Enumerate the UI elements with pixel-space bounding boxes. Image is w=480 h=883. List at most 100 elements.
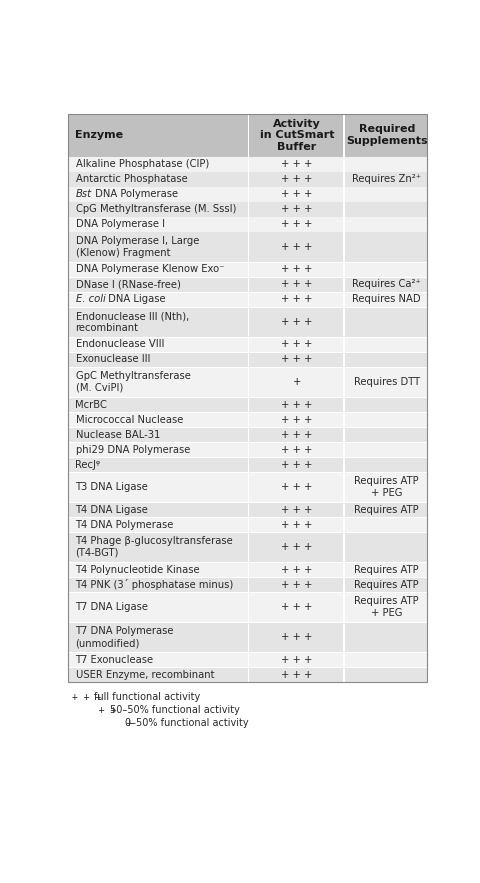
Bar	[68, 502, 427, 517]
Bar	[68, 412, 427, 427]
Text: DNA Polymerase I: DNA Polymerase I	[75, 219, 165, 230]
Bar	[248, 337, 249, 352]
Text: phi29 DNA Polymerase: phi29 DNA Polymerase	[75, 444, 190, 455]
Text: + + +: + + +	[281, 444, 312, 455]
Bar	[343, 187, 345, 202]
Text: + + +: + + +	[281, 482, 312, 492]
Bar	[343, 517, 345, 532]
Bar	[248, 397, 249, 412]
Text: E. coli: E. coli	[75, 294, 105, 305]
Bar	[248, 262, 249, 277]
Bar	[68, 202, 427, 217]
Text: T7 DNA Polymerase
(unmodified): T7 DNA Polymerase (unmodified)	[75, 626, 174, 648]
Bar	[68, 114, 427, 157]
Bar	[68, 653, 427, 668]
Bar	[68, 532, 427, 562]
Text: Requires Ca²⁺: Requires Ca²⁺	[352, 279, 421, 290]
Text: + + +: + + +	[281, 204, 312, 215]
Text: 50–50% functional activity: 50–50% functional activity	[109, 705, 240, 715]
Text: + + +: + + +	[281, 542, 312, 552]
Bar	[343, 217, 345, 232]
Bar	[248, 202, 249, 217]
Text: + + +: + + +	[281, 317, 312, 327]
Bar	[68, 592, 427, 623]
Text: Requires NAD: Requires NAD	[352, 294, 421, 305]
Bar	[343, 202, 345, 217]
Text: + + +: + + +	[281, 219, 312, 230]
Text: + + +: + + +	[281, 339, 312, 350]
Text: + + +: + + +	[281, 459, 312, 470]
Bar	[248, 668, 249, 683]
Bar	[68, 623, 427, 653]
Text: Endonuclease III (Nth),
recombinant: Endonuclease III (Nth), recombinant	[75, 311, 189, 333]
Bar	[343, 114, 345, 157]
Bar	[68, 114, 427, 683]
Text: T4 Polynucleotide Kinase: T4 Polynucleotide Kinase	[75, 565, 200, 575]
Text: Requires ATP: Requires ATP	[355, 565, 419, 575]
Text: + + +: + + +	[281, 632, 312, 642]
Text: CpG Methyltransferase (M. SssI): CpG Methyltransferase (M. SssI)	[75, 204, 236, 215]
Text: T7 DNA Ligase: T7 DNA Ligase	[75, 602, 148, 612]
Text: Endonuclease VIII: Endonuclease VIII	[75, 339, 164, 350]
Bar	[343, 668, 345, 683]
Bar	[343, 653, 345, 668]
Text: + + +: + + +	[281, 189, 312, 200]
Bar	[248, 217, 249, 232]
Text: + + +: + + +	[281, 159, 312, 170]
Text: 0–50% functional activity: 0–50% functional activity	[125, 719, 249, 728]
Text: T4 PNK (3´ phosphatase minus): T4 PNK (3´ phosphatase minus)	[75, 579, 234, 590]
Bar	[343, 592, 345, 623]
Bar	[248, 307, 249, 337]
Bar	[68, 577, 427, 592]
Bar	[248, 157, 249, 172]
Bar	[343, 472, 345, 502]
Text: Requires ATP
+ PEG: Requires ATP + PEG	[355, 596, 419, 618]
Bar	[248, 114, 249, 157]
Text: Micrococcal Nuclease: Micrococcal Nuclease	[75, 414, 183, 425]
Bar	[68, 292, 427, 307]
Bar	[343, 157, 345, 172]
Text: full functional activity: full functional activity	[94, 691, 200, 702]
Text: + + +: + + +	[281, 354, 312, 365]
Text: DNA Polymerase Klenow Exo⁻: DNA Polymerase Klenow Exo⁻	[75, 264, 224, 275]
Bar	[343, 232, 345, 262]
Bar	[248, 577, 249, 592]
Bar	[343, 307, 345, 337]
Bar	[248, 427, 249, 442]
Text: + + +: + + +	[281, 264, 312, 275]
Bar	[248, 562, 249, 577]
Bar	[248, 442, 249, 457]
Text: T4 DNA Polymerase: T4 DNA Polymerase	[75, 520, 174, 530]
Bar	[248, 623, 249, 653]
Text: +: +	[293, 377, 301, 387]
Bar	[248, 187, 249, 202]
Bar	[68, 157, 427, 172]
Text: Requires Zn²⁺: Requires Zn²⁺	[352, 174, 421, 185]
Bar	[248, 517, 249, 532]
Bar	[68, 517, 427, 532]
Bar	[68, 457, 427, 472]
Bar	[68, 442, 427, 457]
Text: + + +: + + +	[281, 174, 312, 185]
Text: + + +: + + +	[281, 670, 312, 680]
Text: + + +: + + +	[281, 504, 312, 515]
Bar	[343, 577, 345, 592]
Text: T4 Phage β-glucosyltransferase
(T4-BGT): T4 Phage β-glucosyltransferase (T4-BGT)	[75, 536, 233, 558]
Bar	[343, 442, 345, 457]
Bar	[343, 277, 345, 292]
Text: + + +: + + +	[281, 565, 312, 575]
Text: T7 Exonuclease: T7 Exonuclease	[75, 655, 154, 665]
Bar	[68, 472, 427, 502]
Text: GpC Methyltransferase
(M. CviPI): GpC Methyltransferase (M. CviPI)	[75, 371, 191, 393]
Bar	[68, 367, 427, 397]
Text: + + +: + + +	[281, 655, 312, 665]
Bar	[343, 352, 345, 367]
Text: Required
Supplements: Required Supplements	[346, 125, 428, 146]
Bar	[248, 232, 249, 262]
Bar	[68, 277, 427, 292]
Text: Antarctic Phosphatase: Antarctic Phosphatase	[75, 174, 187, 185]
Text: Alkaline Phosphatase (CIP): Alkaline Phosphatase (CIP)	[75, 159, 209, 170]
Text: Exonuclease III: Exonuclease III	[75, 354, 150, 365]
Bar	[343, 532, 345, 562]
Bar	[248, 457, 249, 472]
